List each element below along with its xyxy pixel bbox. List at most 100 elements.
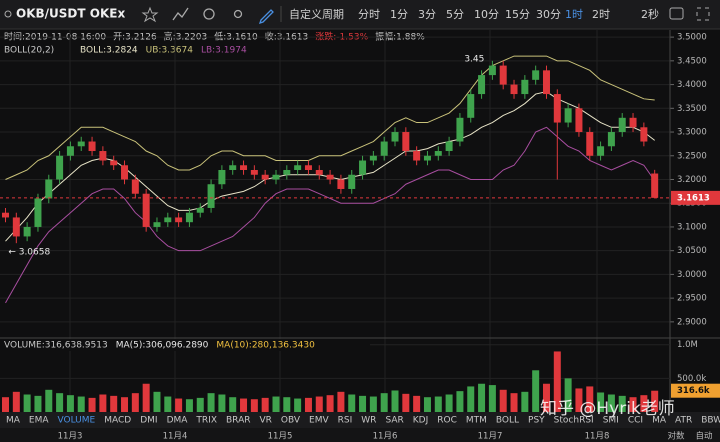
period-option[interactable]: 3分 xyxy=(418,8,436,21)
ohlc-info: 时间:2019-11-08 16:00 xyxy=(4,31,106,43)
period-option[interactable]: 1时 xyxy=(565,8,583,21)
candle-body xyxy=(510,84,518,95)
volume-bar xyxy=(99,394,107,412)
icon-dot[interactable] xyxy=(4,10,12,18)
period-option[interactable]: 1分 xyxy=(390,8,408,21)
candle-body xyxy=(553,94,561,123)
candle-body xyxy=(12,217,20,237)
volume-bar xyxy=(261,397,269,412)
indicator-tab[interactable]: BOLL xyxy=(496,416,519,426)
indicator-tab[interactable]: StochRSI xyxy=(554,416,594,426)
indicator-tab[interactable]: ROC xyxy=(437,416,457,426)
icon-draw[interactable] xyxy=(258,9,274,25)
indicator-tab[interactable]: SMI xyxy=(603,416,619,426)
candle-body xyxy=(402,132,410,152)
volume-bar xyxy=(499,389,507,412)
icon-theme[interactable] xyxy=(233,9,243,19)
indicator-tab[interactable]: PSY xyxy=(528,416,545,426)
indicator-tab[interactable]: SAR xyxy=(385,416,403,426)
indicator-bar xyxy=(0,412,720,428)
icon-star[interactable] xyxy=(141,6,159,23)
volume-bar xyxy=(196,397,204,412)
indicator-tab[interactable]: BBW xyxy=(701,416,720,426)
last-price-label: 3.1613 xyxy=(677,193,710,203)
volume-bar xyxy=(478,383,486,412)
candle-body xyxy=(575,108,583,133)
refresh-interval[interactable]: 2秒 xyxy=(641,7,659,21)
period-option[interactable]: 10分 xyxy=(474,8,499,21)
indicator-tab[interactable]: EMV xyxy=(309,416,329,426)
icon-fullscreen[interactable] xyxy=(696,7,710,21)
volume-bar xyxy=(575,388,583,412)
indicator-tab[interactable]: DMA xyxy=(167,416,189,426)
y-tick-label: 3.2000 xyxy=(677,175,707,185)
period-option[interactable]: 2时 xyxy=(592,8,610,21)
indicator-tab[interactable]: MA xyxy=(652,416,667,426)
indicator-tab[interactable]: VR xyxy=(259,416,271,426)
volume-bar xyxy=(510,393,518,412)
volume-info: MA(5):306,096.2890 xyxy=(116,341,209,351)
icon-camera[interactable] xyxy=(669,7,684,20)
candle-body xyxy=(521,79,529,95)
volume-bar xyxy=(77,396,85,412)
volume-bar xyxy=(229,397,237,412)
indicator-tab[interactable]: WR xyxy=(361,416,376,426)
volume-bar xyxy=(326,395,334,412)
period-option[interactable]: 15分 xyxy=(505,8,530,21)
volume-bar xyxy=(110,395,118,412)
period-option[interactable]: 5分 xyxy=(446,8,464,21)
ohlc-info: 高:3.2203 xyxy=(164,31,208,43)
candle-body xyxy=(88,141,96,152)
indicator-tab[interactable]: MA xyxy=(6,416,21,426)
candle-body xyxy=(467,94,475,118)
candle-body xyxy=(2,212,9,218)
watermark: 知乎 @Hyrik老师 xyxy=(540,399,675,419)
candle-body xyxy=(651,173,659,198)
indicator-tab[interactable]: TRIX xyxy=(195,416,217,426)
indicator-tab[interactable]: OBV xyxy=(281,416,301,426)
candle-body xyxy=(196,207,204,213)
ohlc-info: 低:3.1610 xyxy=(214,31,258,43)
candle-body xyxy=(185,212,193,223)
candle-body xyxy=(283,170,291,175)
candle-body xyxy=(532,70,540,80)
indicator-tab[interactable]: CCI xyxy=(628,416,643,426)
scale-option[interactable]: 自动 xyxy=(695,431,713,442)
indicator-tab[interactable]: MTM xyxy=(466,416,487,426)
icon-chart[interactable] xyxy=(172,7,189,21)
candle-body xyxy=(164,217,172,223)
candle-body xyxy=(207,184,215,208)
candle-body xyxy=(640,127,648,142)
y-tick-label: 3.3500 xyxy=(677,104,707,114)
volume-bar xyxy=(88,397,96,412)
indicator-tab[interactable]: MACD xyxy=(104,416,131,426)
candle-body xyxy=(499,65,507,85)
scale-option[interactable]: 对数 xyxy=(667,431,685,442)
candle-body xyxy=(142,193,150,227)
boll-info: UB:3.3674 xyxy=(146,46,194,56)
indicator-tab[interactable]: VOLUME xyxy=(58,416,96,426)
candle-body xyxy=(66,146,74,156)
candle-body xyxy=(348,174,356,189)
indicator-tab[interactable]: DMI xyxy=(140,416,157,426)
period-option[interactable]: 30分 xyxy=(536,8,561,21)
candle-body xyxy=(56,155,64,180)
symbol[interactable]: OKB/USDT OKEx xyxy=(16,7,125,21)
indicator-tab[interactable]: ATR xyxy=(675,416,692,426)
custom-period[interactable]: 自定义周期 xyxy=(289,7,344,21)
volume-info: MA(10):280,136.3430 xyxy=(216,341,315,351)
x-tick-label: 11月6 xyxy=(373,432,398,442)
volume-bar xyxy=(521,391,529,412)
candle-body xyxy=(261,174,269,180)
indicator-tab[interactable]: EMA xyxy=(29,416,49,426)
indicator-tab[interactable]: KDJ xyxy=(413,416,429,426)
indicator-tab[interactable]: RSI xyxy=(338,416,353,426)
indicator-tab[interactable]: BRAR xyxy=(226,416,250,426)
period-option[interactable]: 分时 xyxy=(358,8,380,21)
icon-settings[interactable] xyxy=(203,8,215,20)
candle-body xyxy=(445,141,453,152)
candle-body xyxy=(45,179,53,199)
candle-body xyxy=(337,179,345,189)
candle-body xyxy=(131,179,139,194)
